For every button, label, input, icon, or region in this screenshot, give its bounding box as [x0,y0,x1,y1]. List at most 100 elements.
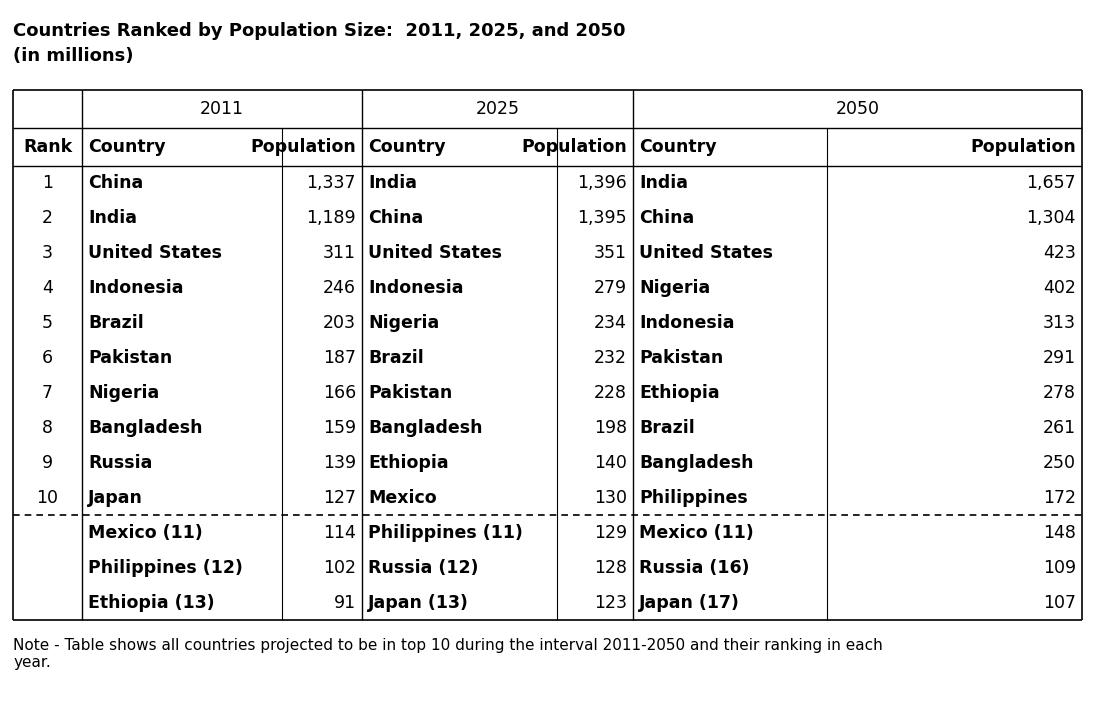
Text: 10: 10 [36,489,58,507]
Text: (in millions): (in millions) [13,47,134,65]
Text: Rank: Rank [23,138,72,156]
Text: 9: 9 [42,454,53,472]
Text: Russia (16): Russia (16) [639,559,749,576]
Text: 139: 139 [323,454,356,472]
Text: India: India [88,210,137,228]
Text: Ethiopia: Ethiopia [639,384,719,402]
Text: United States: United States [368,244,502,262]
Text: Indonesia: Indonesia [368,279,463,297]
Text: 291: 291 [1042,349,1076,367]
Text: Pakistan: Pakistan [639,349,724,367]
Text: Japan (17): Japan (17) [639,594,740,612]
Text: 1,337: 1,337 [307,175,356,192]
Text: 2: 2 [42,210,53,228]
Text: China: China [88,175,143,192]
Text: 140: 140 [595,454,627,472]
Text: 4: 4 [42,279,53,297]
Text: 1,396: 1,396 [577,175,627,192]
Text: Japan: Japan [88,489,142,507]
Text: 234: 234 [595,314,627,332]
Text: 107: 107 [1044,594,1076,612]
Text: Population: Population [251,138,356,156]
Text: Philippines (11): Philippines (11) [368,523,523,542]
Text: Country: Country [639,138,716,156]
Text: Japan (13): Japan (13) [368,594,469,612]
Text: Brazil: Brazil [88,314,143,332]
Text: 148: 148 [1044,523,1076,542]
Text: India: India [639,175,688,192]
Text: 5: 5 [42,314,53,332]
Text: 166: 166 [323,384,356,402]
Text: 2011: 2011 [200,100,244,118]
Text: Brazil: Brazil [368,349,424,367]
Text: 114: 114 [323,523,356,542]
Text: 1,304: 1,304 [1027,210,1076,228]
Text: 278: 278 [1044,384,1076,402]
Text: Bangladesh: Bangladesh [639,454,753,472]
Text: 1,395: 1,395 [577,210,627,228]
Text: Pakistan: Pakistan [88,349,172,367]
Text: 129: 129 [593,523,627,542]
Text: Nigeria: Nigeria [368,314,439,332]
Text: Bangladesh: Bangladesh [368,419,483,437]
Text: Philippines (12): Philippines (12) [88,559,243,576]
Text: 423: 423 [1044,244,1076,262]
Text: Indonesia: Indonesia [639,314,735,332]
Text: 102: 102 [323,559,356,576]
Text: China: China [368,210,424,228]
Text: United States: United States [639,244,773,262]
Text: Note - Table shows all countries projected to be in top 10 during the interval 2: Note - Table shows all countries project… [13,638,883,671]
Text: Russia (12): Russia (12) [368,559,479,576]
Text: 250: 250 [1044,454,1076,472]
Text: 109: 109 [1042,559,1076,576]
Text: 2025: 2025 [475,100,519,118]
Text: 232: 232 [593,349,627,367]
Text: Mexico (11): Mexico (11) [88,523,203,542]
Text: 1: 1 [42,175,53,192]
Text: Country: Country [88,138,165,156]
Text: Country: Country [368,138,446,156]
Text: Philippines: Philippines [639,489,748,507]
Text: 279: 279 [593,279,627,297]
Text: Mexico: Mexico [368,489,437,507]
Text: 123: 123 [593,594,627,612]
Text: 313: 313 [1044,314,1076,332]
Text: 127: 127 [323,489,356,507]
Text: Population: Population [970,138,1076,156]
Text: 228: 228 [593,384,627,402]
Text: United States: United States [88,244,222,262]
Text: Ethiopia (13): Ethiopia (13) [88,594,215,612]
Text: 198: 198 [593,419,627,437]
Text: 261: 261 [1042,419,1076,437]
Text: Indonesia: Indonesia [88,279,184,297]
Text: 246: 246 [323,279,356,297]
Text: Russia: Russia [88,454,152,472]
Text: Population: Population [521,138,627,156]
Text: Ethiopia: Ethiopia [368,454,449,472]
Text: 3: 3 [42,244,53,262]
Text: Mexico (11): Mexico (11) [639,523,753,542]
Text: China: China [639,210,694,228]
Text: 128: 128 [593,559,627,576]
Text: Pakistan: Pakistan [368,384,452,402]
Text: Bangladesh: Bangladesh [88,419,203,437]
Text: 6: 6 [42,349,53,367]
Text: Nigeria: Nigeria [88,384,159,402]
Text: 402: 402 [1044,279,1076,297]
Text: 1,189: 1,189 [307,210,356,228]
Text: India: India [368,175,417,192]
Text: Countries Ranked by Population Size:  2011, 2025, and 2050: Countries Ranked by Population Size: 201… [13,22,625,40]
Text: Brazil: Brazil [639,419,694,437]
Text: 130: 130 [593,489,627,507]
Text: 2050: 2050 [835,100,879,118]
Text: 311: 311 [323,244,356,262]
Text: 172: 172 [1044,489,1076,507]
Text: 8: 8 [42,419,53,437]
Text: 7: 7 [42,384,53,402]
Text: 1,657: 1,657 [1026,175,1076,192]
Text: Nigeria: Nigeria [639,279,711,297]
Text: 91: 91 [334,594,356,612]
Text: 351: 351 [593,244,627,262]
Text: 159: 159 [323,419,356,437]
Text: 203: 203 [323,314,356,332]
